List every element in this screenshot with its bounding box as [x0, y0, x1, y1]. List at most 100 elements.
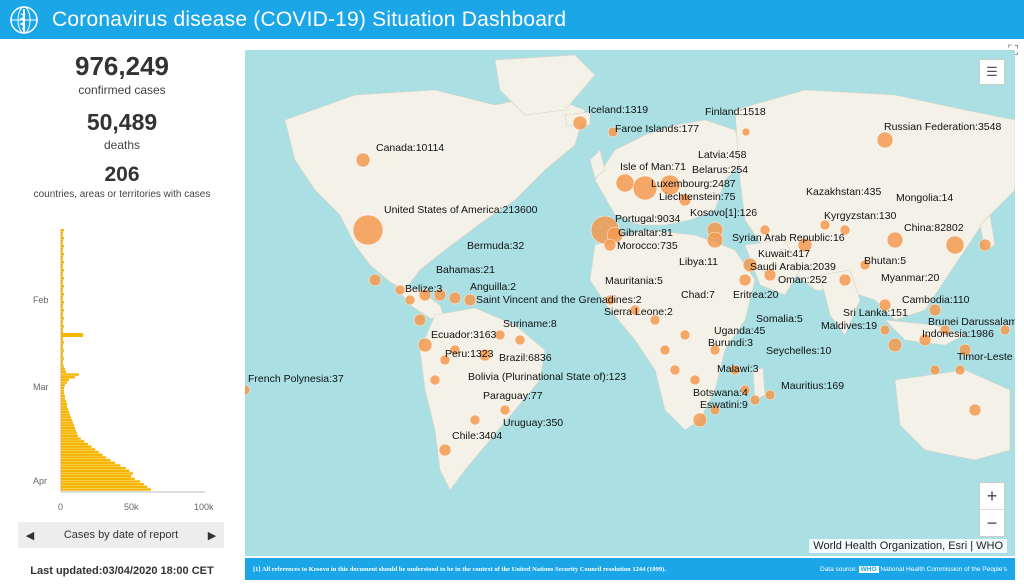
- data-source-prefix: Data source:: [820, 565, 857, 573]
- case-bubble[interactable]: [729, 364, 741, 376]
- histogram-x-50k: 50k: [124, 502, 139, 512]
- case-bubble[interactable]: [604, 294, 616, 306]
- case-bubble[interactable]: [742, 257, 758, 273]
- case-bubble[interactable]: [689, 374, 701, 386]
- case-bubble[interactable]: [878, 298, 892, 312]
- histogram-bar: [61, 269, 64, 272]
- case-bubble[interactable]: [352, 214, 384, 246]
- map-label: Anguilla:2: [470, 281, 517, 293]
- case-bubble[interactable]: [759, 224, 771, 236]
- zoom-in-button[interactable]: +: [980, 483, 1004, 510]
- case-bubble[interactable]: [417, 337, 433, 353]
- case-bubble[interactable]: [859, 259, 871, 271]
- case-bubble[interactable]: [368, 273, 382, 287]
- case-bubble[interactable]: [632, 175, 658, 201]
- case-bubble[interactable]: [739, 384, 751, 396]
- case-bubble[interactable]: [763, 268, 777, 282]
- map-attribution: World Health Organization, Esri | WHO: [809, 539, 1007, 553]
- case-bubble[interactable]: [797, 237, 813, 253]
- map-label: Saint Vincent and the Grenadines:2: [476, 294, 642, 306]
- case-bubble[interactable]: [607, 126, 619, 138]
- case-bubble[interactable]: [649, 314, 661, 326]
- case-bubble[interactable]: [469, 414, 481, 426]
- case-bubble[interactable]: [692, 412, 708, 428]
- next-arrow-icon[interactable]: ▶: [207, 529, 217, 542]
- case-bubble[interactable]: [679, 329, 691, 341]
- list-icon[interactable]: ☰: [979, 59, 1005, 85]
- case-bubble[interactable]: [887, 337, 903, 353]
- map-label: Chad:7: [681, 289, 715, 301]
- case-bubble[interactable]: [876, 131, 894, 149]
- footer-bar: [1] All references to Kosovo in this doc…: [245, 558, 1015, 580]
- histogram-bar: [61, 408, 68, 411]
- case-bubble[interactable]: [741, 127, 751, 137]
- previous-arrow-icon[interactable]: ◀: [25, 529, 35, 542]
- case-bubble[interactable]: [678, 193, 692, 207]
- case-bubble[interactable]: [749, 394, 761, 406]
- histogram-bar: [61, 429, 76, 432]
- case-bubble[interactable]: [494, 329, 506, 341]
- case-bubble[interactable]: [433, 288, 447, 302]
- world-map[interactable]: Iceland:1319 Finland:1518 Faroe Islands:…: [245, 50, 1015, 556]
- case-bubble[interactable]: [418, 288, 432, 302]
- case-bubble[interactable]: [954, 364, 966, 376]
- histogram-bar: [61, 327, 63, 331]
- case-bubble[interactable]: [709, 344, 721, 356]
- case-bubble[interactable]: [514, 334, 526, 346]
- histogram-bar: [61, 301, 64, 304]
- map-label: Belize:3: [405, 283, 443, 295]
- zoom-out-button[interactable]: −: [986, 512, 998, 533]
- case-bubble[interactable]: [572, 115, 588, 131]
- case-bubble[interactable]: [738, 273, 752, 287]
- case-bubble[interactable]: [438, 443, 452, 457]
- map-label: Isle of Man:71: [620, 161, 686, 173]
- case-bubble[interactable]: [629, 304, 641, 316]
- case-bubble[interactable]: [918, 333, 932, 347]
- case-bubble[interactable]: [958, 343, 972, 357]
- map-label: Myanmar:20: [881, 272, 940, 284]
- case-bubble[interactable]: [603, 238, 617, 252]
- histogram-bar: [61, 373, 79, 376]
- case-bubble[interactable]: [669, 364, 681, 376]
- map-label: Malawi:3: [717, 363, 759, 375]
- case-bubble[interactable]: [838, 273, 852, 287]
- histogram-bar: [61, 242, 63, 245]
- countries-count: 206: [104, 163, 140, 186]
- case-bubble[interactable]: [706, 231, 724, 249]
- case-bubble[interactable]: [463, 293, 477, 307]
- case-bubble[interactable]: [449, 344, 461, 356]
- histogram-bar: [61, 480, 141, 483]
- histogram-bar: [61, 485, 148, 489]
- case-bubble[interactable]: [499, 404, 511, 416]
- histogram-bar: [61, 394, 65, 398]
- case-bubble[interactable]: [413, 313, 427, 327]
- case-bubble[interactable]: [939, 324, 951, 336]
- case-bubble[interactable]: [439, 354, 451, 366]
- case-bubble[interactable]: [886, 231, 904, 249]
- case-bubble[interactable]: [709, 404, 721, 416]
- case-bubble[interactable]: [394, 284, 406, 296]
- case-bubble[interactable]: [659, 174, 681, 196]
- expand-icon[interactable]: ⛶: [1003, 40, 1023, 60]
- case-bubble[interactable]: [879, 324, 891, 336]
- case-bubble[interactable]: [929, 364, 941, 376]
- case-bubble[interactable]: [968, 403, 982, 417]
- case-bubble[interactable]: [478, 348, 492, 362]
- case-bubble[interactable]: [978, 238, 992, 252]
- case-bubble[interactable]: [999, 324, 1011, 336]
- case-bubble[interactable]: [819, 219, 831, 231]
- case-bubble[interactable]: [928, 303, 942, 317]
- map-label: Kosovo[1]:126: [690, 207, 758, 219]
- case-bubble[interactable]: [659, 344, 671, 356]
- case-bubble[interactable]: [245, 384, 251, 396]
- map-label: Belarus:254: [692, 164, 749, 176]
- histogram-bar: [61, 271, 63, 275]
- case-bubble[interactable]: [839, 224, 851, 236]
- case-bubble[interactable]: [615, 173, 635, 193]
- case-bubble[interactable]: [945, 235, 965, 255]
- case-bubble[interactable]: [429, 374, 441, 386]
- case-bubble[interactable]: [448, 291, 462, 305]
- case-bubble[interactable]: [355, 152, 371, 168]
- case-bubble[interactable]: [764, 389, 776, 401]
- case-bubble[interactable]: [404, 294, 416, 306]
